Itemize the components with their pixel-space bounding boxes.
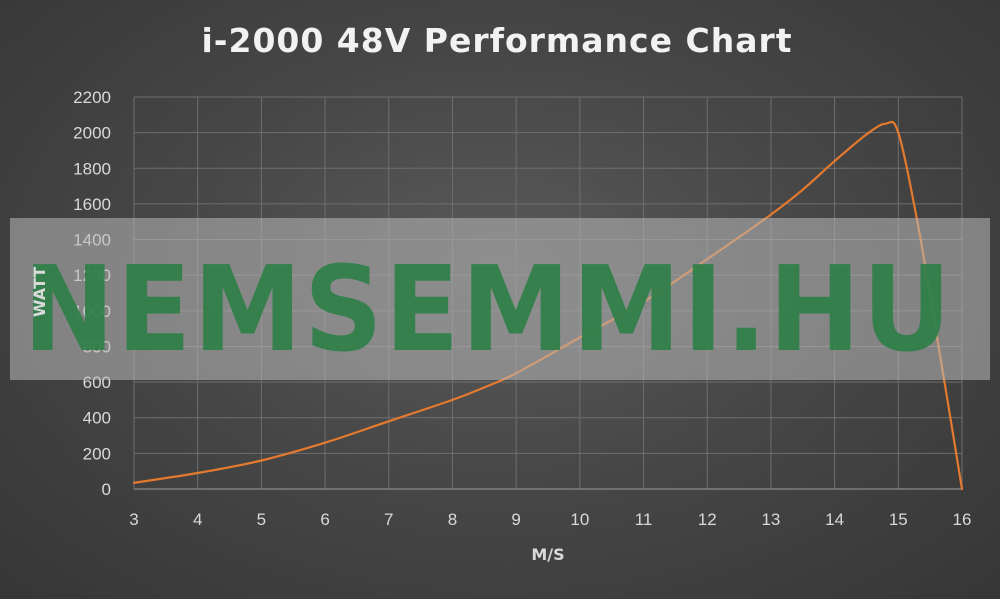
y-tick-label: 2200 xyxy=(73,88,111,107)
x-tick-label: 10 xyxy=(570,510,589,529)
y-tick-label: 1600 xyxy=(73,195,111,214)
y-tick-label: 0 xyxy=(102,480,111,499)
x-tick-label: 6 xyxy=(320,510,329,529)
x-tick-label: 8 xyxy=(448,510,457,529)
x-tick-label: 4 xyxy=(193,510,202,529)
x-tick-label: 13 xyxy=(761,510,780,529)
x-tick-label: 7 xyxy=(384,510,393,529)
x-tick-labels: 3 4 5 6 7 8 9 10 11 12 13 14 15 16 xyxy=(129,510,971,529)
y-tick-label: 2000 xyxy=(73,124,111,143)
y-tick-label: 1800 xyxy=(73,159,111,178)
y-axis-title: WATT xyxy=(30,267,49,317)
y-tick-label: 400 xyxy=(83,409,111,428)
x-tick-label: 16 xyxy=(953,510,972,529)
chart-title: i-2000 48V Performance Chart xyxy=(201,21,792,60)
y-tick-label: 200 xyxy=(83,444,111,463)
x-tick-label: 9 xyxy=(511,510,520,529)
watermark-text: NEMSEMMI.HU xyxy=(23,240,953,378)
x-tick-label: 15 xyxy=(889,510,908,529)
watermark: NEMSEMMI.HU xyxy=(10,218,990,380)
x-tick-label: 14 xyxy=(825,510,844,529)
x-tick-label: 12 xyxy=(698,510,717,529)
x-tick-label: 5 xyxy=(257,510,266,529)
x-tick-label: 11 xyxy=(635,510,653,529)
x-tick-label: 3 xyxy=(129,510,138,529)
x-axis-title: M/S xyxy=(531,545,564,564)
watermark-band xyxy=(10,218,990,380)
